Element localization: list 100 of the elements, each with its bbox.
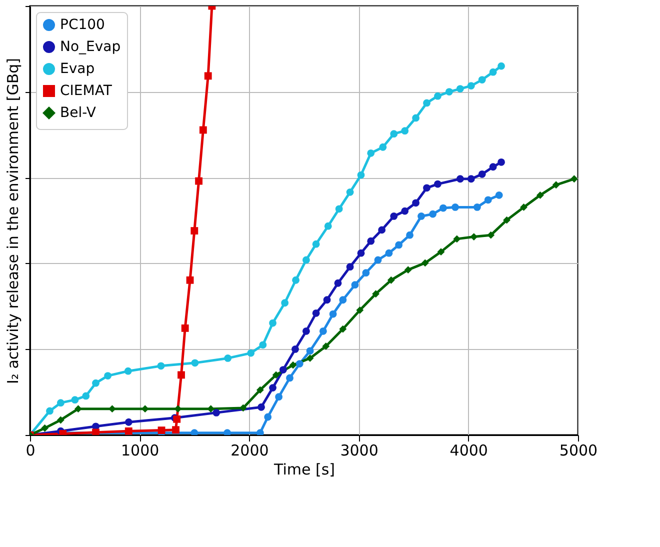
point: [379, 143, 387, 151]
point: [453, 235, 461, 243]
point: [92, 379, 100, 387]
point: [172, 426, 180, 434]
point: [423, 184, 430, 192]
point: [247, 349, 255, 357]
point: [470, 233, 478, 241]
point: [478, 170, 486, 178]
point: [334, 279, 342, 287]
point: [412, 114, 420, 122]
point: [367, 237, 375, 245]
point: [71, 396, 79, 404]
point: [520, 203, 528, 211]
point: [401, 207, 409, 215]
point: [484, 196, 492, 204]
point: [487, 231, 495, 239]
point: [390, 212, 398, 220]
point: [46, 407, 54, 415]
point: [498, 62, 505, 70]
point: [421, 259, 429, 267]
point: [256, 386, 264, 394]
point: [329, 310, 337, 318]
point: [362, 269, 370, 277]
point: [289, 361, 297, 369]
point: [199, 126, 207, 134]
point: [489, 163, 497, 171]
point: [570, 175, 578, 183]
point: [281, 299, 289, 307]
legend-label: Evap: [60, 61, 95, 77]
point: [434, 180, 442, 188]
point: [323, 296, 331, 304]
point: [312, 240, 320, 248]
point: [258, 403, 265, 411]
point: [489, 68, 497, 76]
point: [178, 371, 185, 379]
point: [387, 276, 395, 284]
x-tick-label: 0: [26, 442, 36, 460]
point: [41, 424, 49, 432]
point: [536, 191, 544, 199]
point: [357, 171, 365, 179]
point: [423, 99, 430, 107]
point: [406, 231, 414, 239]
point: [404, 266, 412, 274]
point: [275, 393, 282, 401]
point: [356, 306, 364, 314]
point: [264, 413, 272, 421]
point: [467, 82, 475, 90]
point: [324, 222, 332, 230]
point: [434, 92, 442, 100]
legend-label: CIEMAT: [60, 83, 112, 99]
point: [256, 429, 264, 435]
legend-label: Bel-V: [60, 105, 96, 121]
point: [357, 249, 365, 257]
point: [190, 429, 198, 435]
x-tick-label: 5000: [559, 442, 598, 460]
point: [351, 281, 359, 289]
point: [552, 181, 560, 189]
point: [296, 360, 304, 368]
point: [498, 158, 505, 166]
point: [412, 199, 420, 207]
point: [124, 418, 132, 426]
point: [335, 205, 343, 213]
point: [56, 399, 64, 407]
point: [395, 241, 403, 249]
point: [456, 175, 464, 183]
point: [467, 175, 475, 183]
point: [56, 416, 64, 424]
point: [437, 248, 445, 256]
point: [286, 374, 294, 382]
point: [429, 210, 436, 218]
legend-label: No_Evap: [60, 39, 121, 55]
point: [157, 362, 165, 370]
point: [378, 226, 386, 234]
point: [322, 342, 330, 350]
x-tick-label: 2000: [230, 442, 269, 460]
point: [82, 392, 90, 400]
point: [446, 88, 453, 96]
point: [224, 429, 231, 435]
point: [302, 327, 310, 335]
point: [191, 359, 199, 367]
point: [181, 324, 189, 332]
point: [190, 227, 198, 235]
point: [456, 85, 464, 92]
point: [372, 290, 380, 298]
point: [302, 256, 310, 264]
point: [124, 367, 132, 375]
point: [74, 405, 82, 413]
point: [212, 408, 220, 416]
x-tick-label: 4000: [450, 442, 488, 460]
x-tick-label: 3000: [340, 442, 378, 460]
point: [452, 204, 459, 211]
x-axis-title: Time [s]: [273, 460, 335, 478]
point: [346, 188, 354, 196]
point: [385, 249, 393, 257]
point: [195, 177, 202, 185]
point: [306, 347, 314, 355]
point: [141, 405, 149, 413]
point: [279, 366, 287, 374]
point: [269, 319, 276, 327]
point: [224, 354, 232, 362]
